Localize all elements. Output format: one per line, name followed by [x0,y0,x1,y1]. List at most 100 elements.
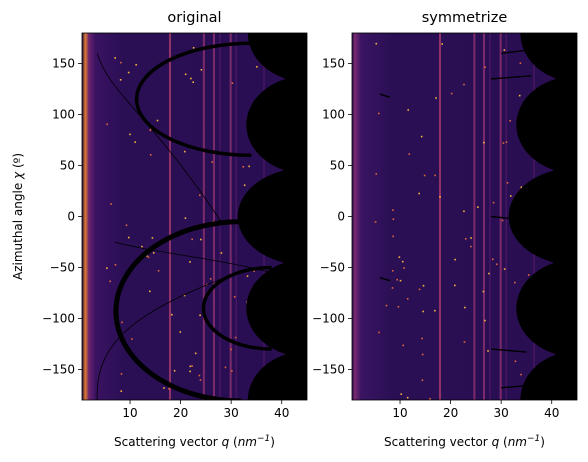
speck [110,203,112,205]
speck [189,370,191,373]
speck [441,43,443,45]
bright-line [212,33,215,400]
y-tick-label: 0 [67,210,75,224]
speck [220,252,223,254]
speck [198,194,201,197]
x-axis: 10 20 30 40 [392,400,559,420]
speck [506,182,509,184]
speck [509,120,512,122]
speck [423,174,426,177]
speck [422,310,425,313]
panel-symmetrize: symmetrize 10 20 30 40 150 100 50 0 −50 −100 −150… [312,10,578,449]
y-tick-label: 50 [330,159,345,173]
x-tick-label: 40 [544,406,559,420]
speck [211,161,213,163]
speck [149,154,152,156]
speck [429,397,431,400]
residual-streak [379,93,391,98]
speck [131,338,133,340]
speck [470,237,472,239]
panel-title-symmetrize: symmetrize [422,10,508,26]
speck [487,350,489,352]
panel-title-original: original [167,10,221,26]
speck [401,260,404,263]
bright-line [482,33,485,400]
speck [192,46,195,49]
speck [520,186,523,189]
speck [377,112,380,115]
speck [375,173,378,175]
speck [200,238,202,241]
speck [391,287,394,289]
residual-streak [501,384,537,389]
x-tick-label: 10 [392,406,407,420]
x-axis-label: Scattering vector q (nm−1) [384,434,545,449]
y-axis-label: Azimuthal angle χ (º) [11,153,25,280]
faint-line [489,33,491,400]
speck [106,267,108,269]
speck [191,238,193,241]
speck [224,366,227,369]
speck [502,142,505,144]
x-tick-label: 40 [274,406,289,420]
speck [484,319,486,322]
speck [491,258,494,261]
diffraction-arc [113,219,242,400]
speck [439,196,441,198]
detector-mask [508,33,577,400]
bright-line [202,33,205,400]
speck [149,129,152,132]
speck [434,309,436,312]
speck [156,119,159,122]
y-axis: 150 100 50 0 −50 −100 −150 [42,57,82,376]
y-tick-label: −100 [42,311,75,325]
speck [121,321,123,324]
faint-line [235,33,237,400]
speck [408,153,411,155]
speck [127,236,130,239]
speck [231,82,234,84]
speck [421,337,423,340]
speck [231,370,233,372]
speck [422,284,425,287]
speck [484,66,486,68]
speck [171,313,173,316]
speck [463,341,466,343]
panel-original: original 10 20 30 40 150 100 50 0 −50 −100 −150 S… [11,10,308,449]
residual-streak [490,348,527,353]
speck [488,272,490,275]
thin-arc [114,241,272,273]
x-tick-label: 30 [224,406,239,420]
speck [209,278,212,280]
speck [168,387,170,390]
speck [189,365,192,368]
speck [454,258,456,261]
diffraction-arc [135,41,252,158]
speck [149,290,151,293]
speck [397,305,400,308]
speck [141,245,143,248]
speck [400,393,403,395]
speck [233,296,236,298]
speck [114,264,117,266]
x-axis: 10 20 30 40 [122,400,289,420]
speck [198,374,201,377]
faint-line [505,33,507,400]
speck [434,174,436,177]
x-tick-label: 30 [494,406,509,420]
speck [253,270,255,272]
speck [234,336,237,339]
y-tick-label: −50 [320,260,345,274]
detector-mask [237,33,307,400]
speck [505,141,508,143]
speck [406,297,409,300]
speck [147,256,150,259]
speck [230,348,232,351]
bright-line [473,33,476,400]
speck [200,69,203,71]
speck [114,57,116,59]
speck [183,150,186,153]
speck [420,135,423,138]
speck [120,61,122,64]
